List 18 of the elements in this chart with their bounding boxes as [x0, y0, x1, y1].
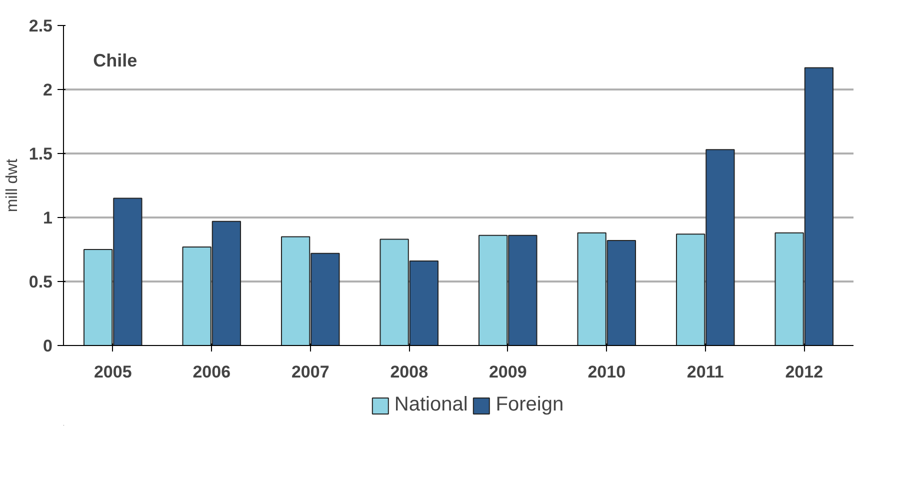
- x-tick-label: 2012: [785, 362, 824, 382]
- y-tick-label: 0: [43, 336, 53, 356]
- x-tick-label: 2007: [291, 362, 330, 382]
- y-tick-label: 2.5: [28, 16, 53, 36]
- legend-label: National: [394, 394, 468, 416]
- x-tick-label: 2008: [390, 362, 428, 382]
- text: Chile: [93, 50, 138, 70]
- y-axis-title: mill dwt: [4, 158, 21, 212]
- legend-label: Foreign: [496, 394, 564, 416]
- y-tick-label: 2: [43, 80, 53, 100]
- y-tick-label: 1.5: [28, 144, 53, 164]
- x-tick-label: 2010: [588, 362, 626, 382]
- x-tick-label: 2005: [94, 362, 132, 382]
- y-tick-label: 0.5: [28, 272, 53, 292]
- x-tick-label: 2006: [192, 362, 231, 382]
- x-tick-label: 2011: [686, 362, 724, 382]
- y-tick-label: 1: [43, 208, 53, 228]
- x-tick-label: 2009: [488, 362, 527, 382]
